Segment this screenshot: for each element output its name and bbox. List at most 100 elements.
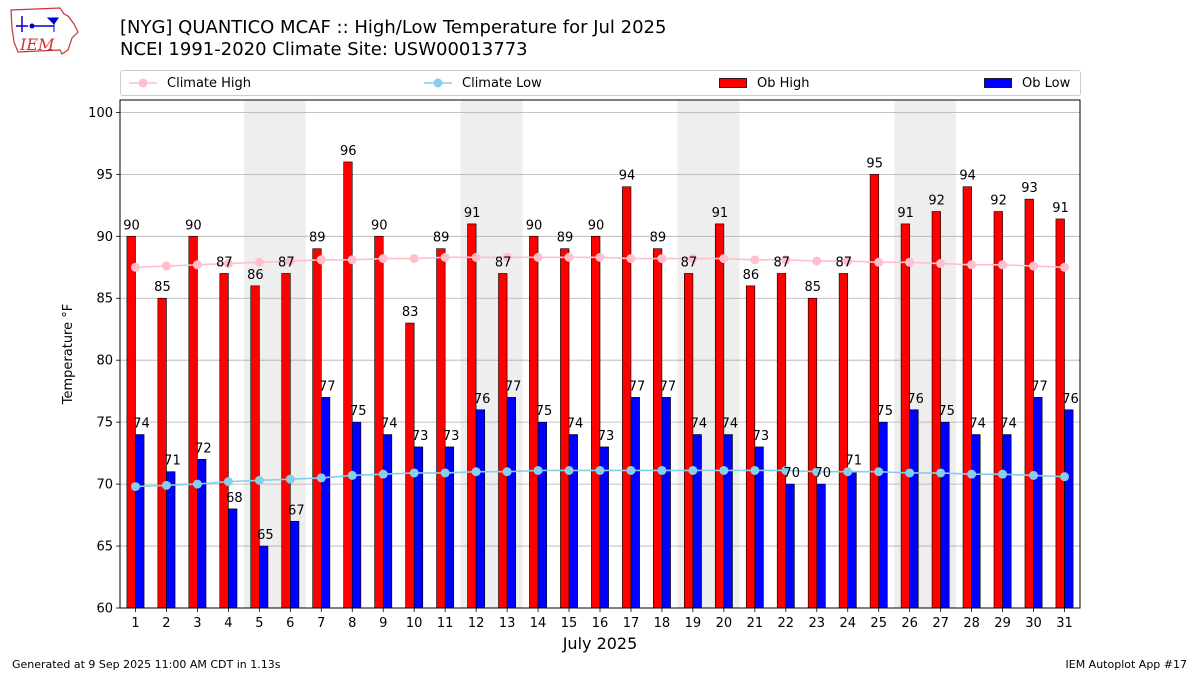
ob-high-label: 91 (897, 206, 914, 221)
ob-high-bar (838, 273, 849, 609)
climate-low-point (905, 468, 915, 478)
climate-low-point (595, 465, 605, 475)
ob-low-bar (475, 409, 486, 609)
ob-low-label: 71 (845, 454, 862, 469)
ob-high-label: 87 (774, 255, 791, 270)
x-tick-label: 5 (255, 616, 263, 631)
ob-low-label: 74 (567, 417, 584, 432)
y-tick-label: 85 (96, 292, 113, 307)
climate-low-point (502, 467, 512, 477)
legend-item-ob-high: Ob High (719, 71, 810, 95)
climate-high-point (812, 256, 822, 266)
climate-high-point (750, 255, 760, 265)
chart-title: [NYG] QUANTICO MCAF :: High/Low Temperat… (120, 17, 667, 38)
ob-low-swatch-icon (984, 78, 1012, 88)
climate-low-point (750, 465, 760, 475)
ob-high-label: 87 (835, 255, 852, 270)
climate-low-point (471, 467, 481, 477)
legend-label-climate-high: Climate High (167, 75, 252, 91)
ob-high-bar (900, 223, 910, 609)
y-tick-label: 65 (96, 540, 113, 555)
climate-high-point (347, 255, 357, 265)
chart-legend: Climate High Climate Low Ob High Ob Low (120, 70, 1081, 96)
climate-low-point (657, 465, 667, 475)
climate-low-point (347, 470, 357, 480)
ob-low-bar (135, 434, 145, 609)
climate-low-marker-icon (424, 78, 452, 88)
ob-high-label: 87 (495, 255, 512, 270)
ob-high-label: 87 (681, 255, 698, 270)
legend-item-climate-low: Climate Low (424, 71, 542, 95)
x-axis-label: July 2025 (562, 634, 638, 653)
climate-low-point (533, 465, 543, 475)
climate-high-point (130, 262, 140, 272)
ob-low-label: 73 (598, 429, 615, 444)
ob-high-label: 96 (340, 144, 357, 159)
legend-label-ob-low: Ob Low (1022, 75, 1071, 91)
ob-high-label: 85 (154, 280, 171, 295)
climate-high-point (161, 261, 171, 271)
climate-low-point (316, 473, 326, 483)
ob-low-label: 74 (691, 417, 708, 432)
ob-low-bar (878, 421, 888, 609)
climate-high-point (998, 260, 1008, 270)
climate-high-point (502, 252, 512, 262)
ob-high-bar (188, 235, 198, 609)
ob-low-bar (630, 397, 640, 609)
climate-high-point (471, 252, 481, 262)
legend-label-climate-low: Climate Low (462, 75, 542, 91)
ob-low-bar (661, 397, 671, 609)
x-tick-label: 4 (224, 616, 232, 631)
plot-frame (119, 99, 1081, 609)
climate-low-point (998, 469, 1008, 479)
ob-low-bar (971, 434, 981, 609)
generated-note: Generated at 9 Sep 2025 11:00 AM CDT in … (12, 658, 281, 671)
x-tick-label: 3 (193, 616, 201, 631)
ob-low-label: 75 (350, 404, 367, 419)
x-tick-label: 30 (1025, 616, 1042, 631)
x-tick-label: 7 (317, 616, 325, 631)
x-tick-label: 26 (901, 616, 918, 631)
ob-high-bar (869, 174, 880, 609)
ob-high-bar (1055, 218, 1065, 609)
ob-high-bar (529, 235, 539, 609)
ob-high-label: 85 (805, 280, 822, 295)
climate-low-point (161, 480, 171, 490)
ob-high-bar (962, 186, 972, 609)
climate-high-point (905, 257, 915, 267)
ob-high-label: 87 (278, 255, 295, 270)
x-tick-label: 25 (870, 616, 887, 631)
y-tick-label: 75 (96, 416, 113, 431)
ob-high-label: 90 (371, 218, 388, 233)
climate-high-point (936, 259, 946, 269)
ob-high-label: 92 (990, 194, 1007, 209)
ob-low-label: 65 (257, 528, 274, 543)
ob-low-bar (1033, 397, 1043, 609)
climate-low-point (812, 467, 822, 477)
ob-high-label: 91 (712, 206, 729, 221)
climate-low-point (781, 465, 791, 475)
climate-high-point (595, 252, 605, 262)
ob-low-label: 75 (876, 404, 893, 419)
climate-low-point (440, 468, 450, 478)
iem-logo: IEM (10, 7, 79, 55)
ob-low-label: 75 (536, 404, 553, 419)
ob-high-label: 90 (123, 218, 140, 233)
ob-low-label: 74 (133, 417, 150, 432)
climate-low-point (285, 474, 295, 484)
climate-high-point (626, 254, 636, 264)
ob-low-label: 74 (969, 417, 986, 432)
ob-low-bar (506, 397, 516, 609)
x-tick-label: 8 (348, 616, 356, 631)
y-tick-label: 95 (96, 168, 113, 183)
ob-low-label: 77 (629, 379, 646, 394)
x-tick-label: 20 (716, 616, 733, 631)
ob-high-bar (591, 235, 601, 609)
ob-high-label: 95 (866, 156, 883, 171)
ob-low-bar (568, 434, 578, 609)
ob-high-bar (807, 297, 818, 609)
climate-high-point (719, 254, 729, 264)
ob-low-label: 73 (412, 429, 429, 444)
ob-high-label: 89 (557, 231, 574, 246)
x-tick-label: 1 (131, 616, 139, 631)
